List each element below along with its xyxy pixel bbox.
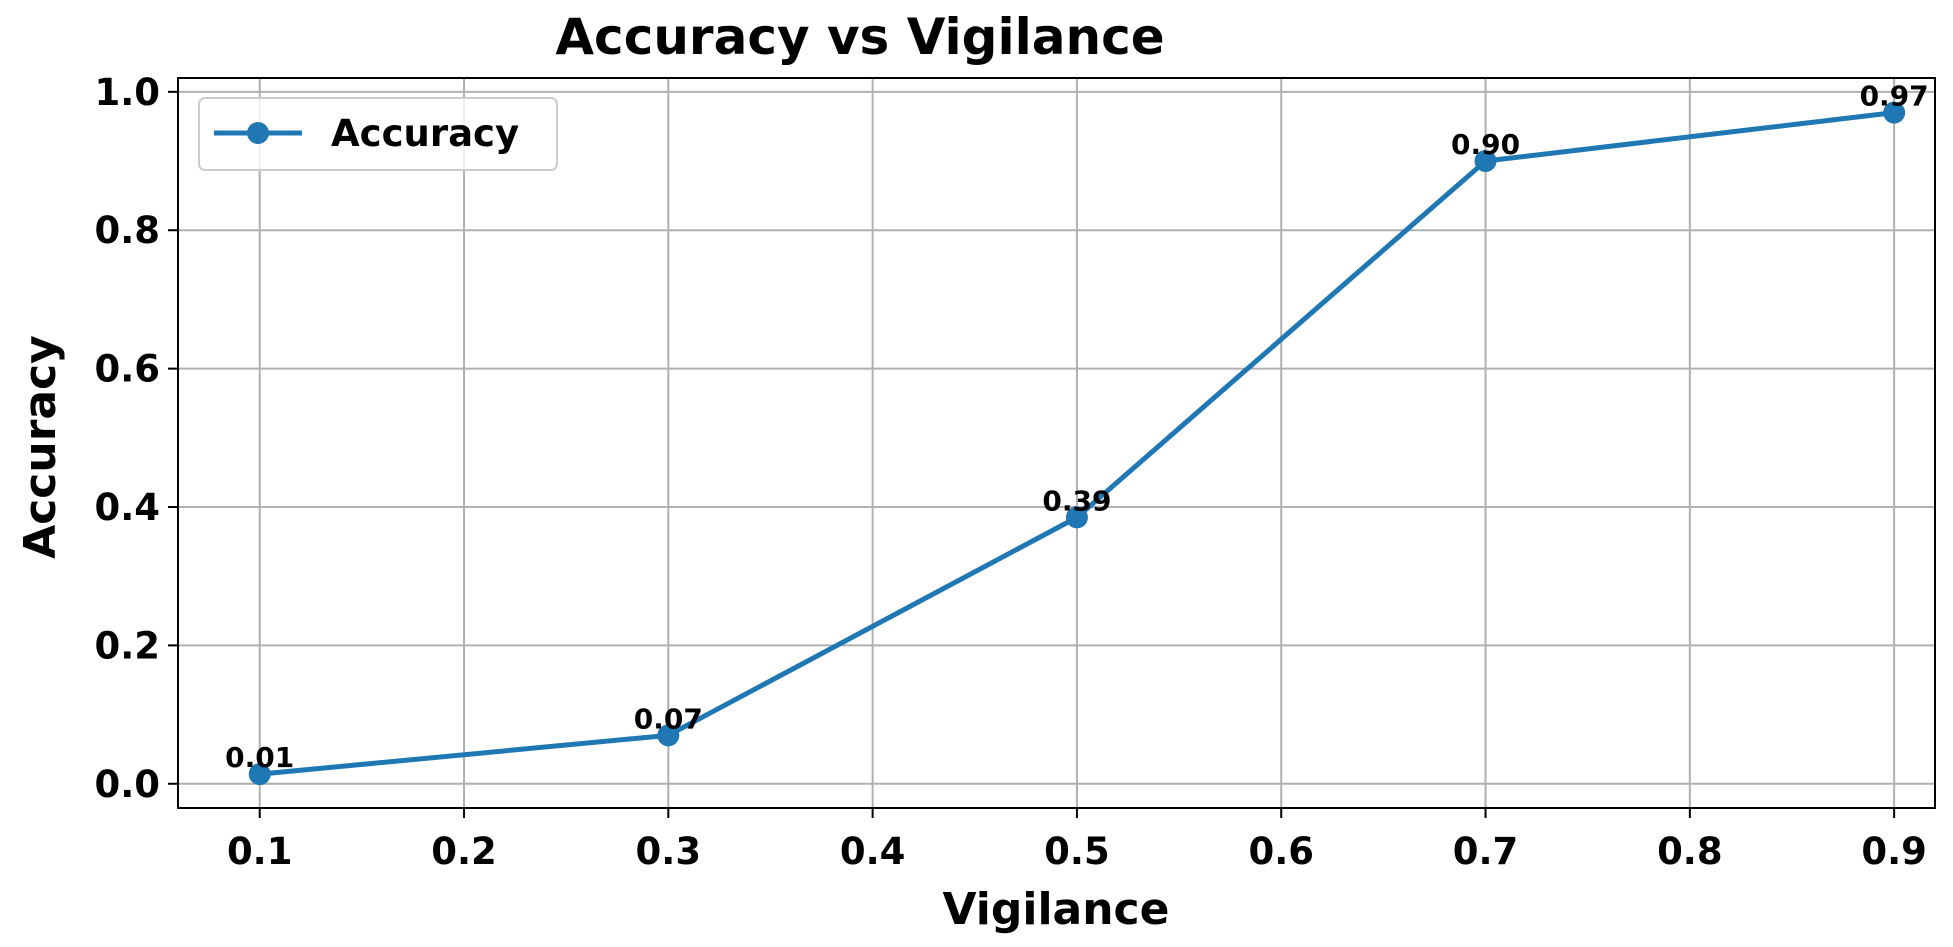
chart-title: Accuracy vs Vigilance <box>555 8 1164 66</box>
series-layer <box>248 101 1906 786</box>
x-tick-label: 0.2 <box>431 830 497 873</box>
y-tick-label: 0.6 <box>94 348 160 391</box>
legend-label: Accuracy <box>331 112 519 155</box>
data-label: 0.90 <box>1451 128 1520 161</box>
data-label: 0.01 <box>225 741 294 774</box>
y-tick-label: 0.2 <box>94 624 160 667</box>
x-tick-label: 0.4 <box>840 830 906 873</box>
y-axis-label: Accuracy <box>15 335 66 559</box>
y-tick-label: 1.0 <box>94 71 160 114</box>
y-tick-label: 0.4 <box>94 486 160 529</box>
data-point <box>1474 150 1497 173</box>
y-tick-label: 0.0 <box>94 763 160 806</box>
x-tick-label: 0.8 <box>1657 830 1723 873</box>
x-tick-label: 0.5 <box>1044 830 1110 873</box>
data-point <box>1883 101 1906 124</box>
x-tick-label: 0.9 <box>1861 830 1927 873</box>
x-tick-label: 0.6 <box>1248 830 1314 873</box>
legend: Accuracy <box>198 97 558 171</box>
legend-box <box>198 97 558 171</box>
y-tick-label: 0.8 <box>94 209 160 252</box>
data-label: 0.97 <box>1860 80 1929 113</box>
data-point <box>248 763 271 786</box>
tick-layer: 0.1 0.2 0.3 0.4 0.5 0.6 0.7 0.8 0.9 0.0 0.2 0.4 0.6 0… <box>94 71 1926 873</box>
data-label-layer: 0.01 0.07 0.39 0.90 0.97 <box>225 80 1929 774</box>
data-point <box>1065 506 1088 529</box>
x-tick-label: 0.7 <box>1453 830 1519 873</box>
data-label: 0.39 <box>1042 484 1111 517</box>
plot-frame <box>177 77 1936 809</box>
data-point <box>657 724 680 747</box>
grid-layer <box>178 78 1935 808</box>
x-tick-label: 0.1 <box>227 830 293 873</box>
legend-marker-swatch <box>247 122 269 144</box>
data-label: 0.07 <box>634 702 703 735</box>
x-axis-label: Vigilance <box>943 884 1170 935</box>
x-tick-label: 0.3 <box>636 830 702 873</box>
